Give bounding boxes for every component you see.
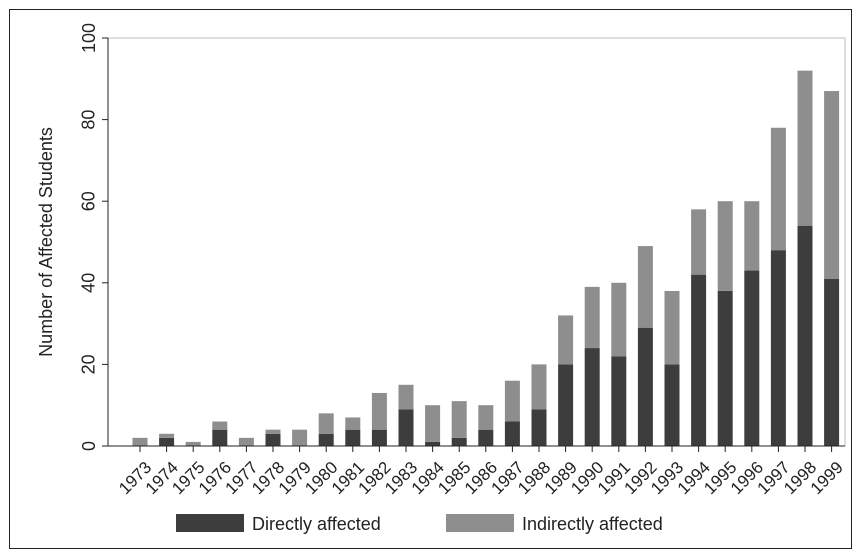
y-tick-label: 0 <box>79 441 99 451</box>
bar-directly-1980 <box>318 433 334 446</box>
bar-indirectly-1979 <box>292 429 308 446</box>
bar-indirectly-1990 <box>584 286 600 349</box>
bar-indirectly-1984 <box>425 405 441 442</box>
bar-directly-1985 <box>451 437 467 446</box>
bar-directly-1993 <box>664 364 680 446</box>
legend-label-indirectly: Indirectly affected <box>522 514 663 534</box>
bar-indirectly-1973 <box>132 437 148 446</box>
bar-directly-1983 <box>398 409 414 446</box>
bar-directly-1987 <box>504 421 520 446</box>
bar-indirectly-1987 <box>504 380 520 422</box>
bar-directly-1976 <box>212 429 228 446</box>
bar-indirectly-1991 <box>611 282 627 357</box>
bar-indirectly-1993 <box>664 290 680 365</box>
bar-indirectly-1994 <box>691 209 707 275</box>
bar-directly-1996 <box>744 270 760 446</box>
legend: Directly affected Indirectly affected <box>176 514 663 534</box>
legend-swatch-indirectly <box>446 514 514 532</box>
bar-directly-1994 <box>691 274 707 446</box>
bar-indirectly-1995 <box>717 201 733 291</box>
bar-indirectly-1986 <box>478 405 494 430</box>
y-tick-label: 100 <box>79 23 99 53</box>
bar-indirectly-1988 <box>531 364 547 410</box>
bar-indirectly-1983 <box>398 384 414 410</box>
bar-directly-1974 <box>159 437 175 446</box>
y-tick-label: 60 <box>79 191 99 211</box>
legend-label-directly: Directly affected <box>252 514 381 534</box>
bar-indirectly-1980 <box>318 413 334 434</box>
y-tick-label: 40 <box>79 273 99 293</box>
bar-indirectly-1981 <box>345 417 361 430</box>
bar-indirectly-1989 <box>558 315 574 365</box>
bar-indirectly-1996 <box>744 201 760 271</box>
bar-directly-1988 <box>531 409 547 446</box>
bar-directly-1998 <box>797 225 813 446</box>
y-axis-label: Number of Affected Students <box>36 127 56 357</box>
y-tick-label: 80 <box>79 110 99 130</box>
bar-directly-1991 <box>611 356 627 446</box>
bar-indirectly-1997 <box>770 127 786 251</box>
bar-indirectly-1992 <box>637 246 653 328</box>
bar-directly-1986 <box>478 429 494 446</box>
bar-indirectly-1977 <box>238 437 254 446</box>
bar-indirectly-1978 <box>265 429 281 434</box>
bar-indirectly-1976 <box>212 421 228 430</box>
bar-directly-1978 <box>265 433 281 446</box>
bar-indirectly-1975 <box>185 441 201 446</box>
legend-swatch-directly <box>176 514 244 532</box>
bar-directly-1997 <box>770 250 786 446</box>
bar-directly-1982 <box>371 429 387 446</box>
bar-indirectly-1985 <box>451 401 467 438</box>
y-tick-label: 20 <box>79 354 99 374</box>
bar-directly-1984 <box>425 441 441 446</box>
bar-directly-1999 <box>824 278 840 446</box>
bar-directly-1989 <box>558 364 574 446</box>
bar-directly-1990 <box>584 348 600 446</box>
bar-directly-1981 <box>345 429 361 446</box>
bar-directly-1992 <box>637 327 653 446</box>
bar-indirectly-1974 <box>159 433 175 438</box>
bar-indirectly-1982 <box>371 392 387 430</box>
bar-directly-1995 <box>717 290 733 446</box>
bar-indirectly-1999 <box>824 91 840 279</box>
bar-indirectly-1998 <box>797 70 813 226</box>
plot-area <box>107 37 846 447</box>
